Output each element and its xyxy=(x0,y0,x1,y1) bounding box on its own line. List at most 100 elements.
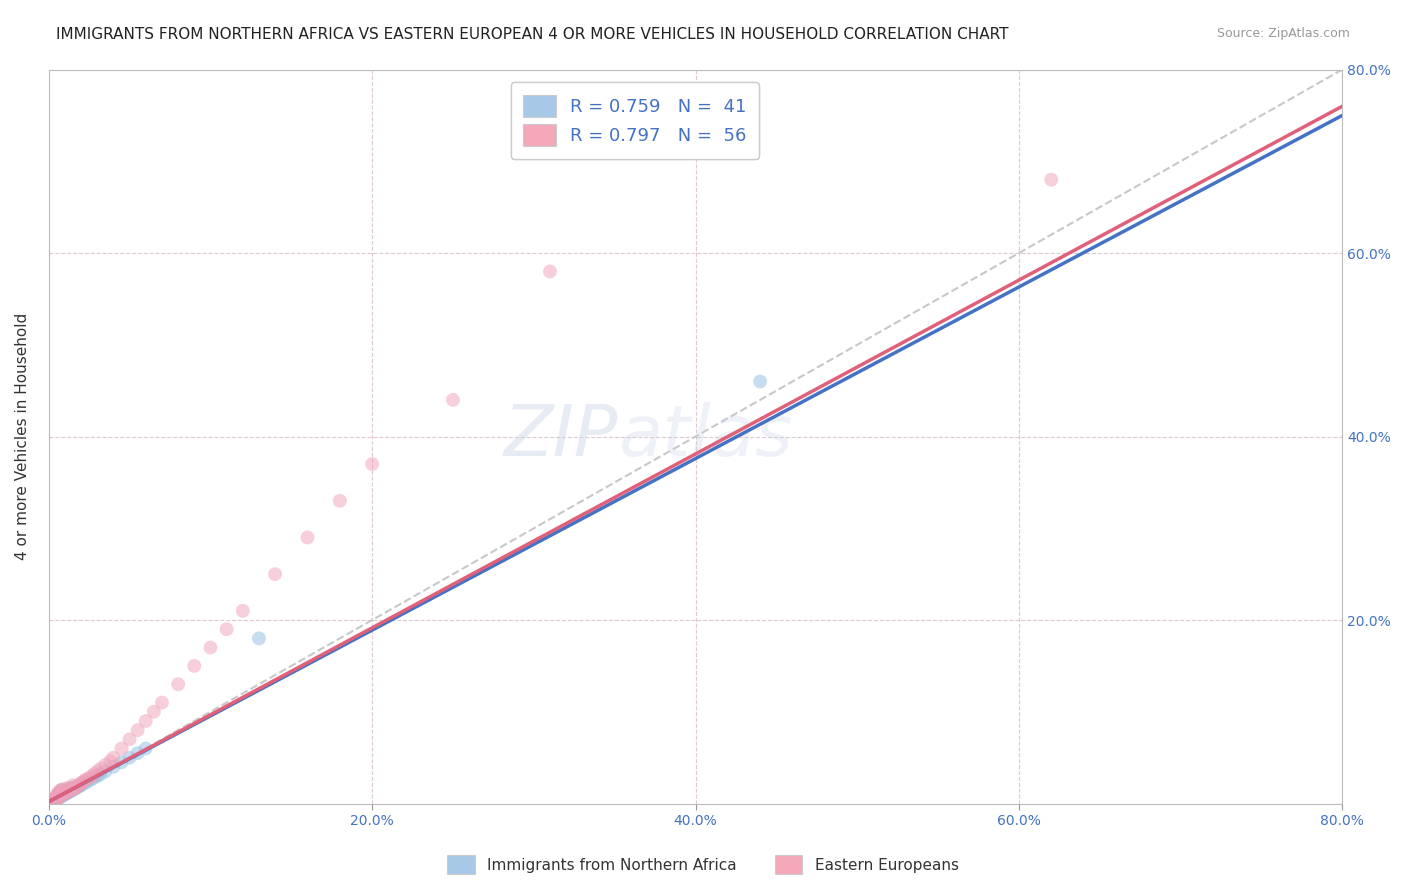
Text: IMMIGRANTS FROM NORTHERN AFRICA VS EASTERN EUROPEAN 4 OR MORE VEHICLES IN HOUSEH: IMMIGRANTS FROM NORTHERN AFRICA VS EASTE… xyxy=(56,27,1008,42)
Point xyxy=(63,780,86,795)
Point xyxy=(69,777,91,791)
Y-axis label: 4 or more Vehicles in Household: 4 or more Vehicles in Household xyxy=(15,313,30,560)
Point xyxy=(63,781,86,796)
Point xyxy=(56,785,79,799)
Point xyxy=(127,723,149,738)
Point xyxy=(75,772,97,787)
Point xyxy=(62,782,84,797)
Point xyxy=(62,780,84,794)
Point xyxy=(49,783,72,797)
Point xyxy=(51,782,73,797)
Point xyxy=(215,622,238,636)
Point xyxy=(80,772,103,787)
Point xyxy=(62,778,84,792)
Point xyxy=(89,762,111,776)
Point xyxy=(749,375,772,389)
Point xyxy=(86,764,108,779)
Point xyxy=(167,677,190,691)
Point xyxy=(118,732,141,747)
Text: atlas: atlas xyxy=(617,402,793,471)
Point xyxy=(45,789,67,804)
Point xyxy=(42,793,65,807)
Point xyxy=(66,779,89,793)
Text: Source: ZipAtlas.com: Source: ZipAtlas.com xyxy=(1216,27,1350,40)
Point xyxy=(98,754,121,768)
Point xyxy=(441,392,464,407)
Point xyxy=(59,783,82,797)
Point xyxy=(65,780,87,794)
Point xyxy=(45,792,67,806)
Point xyxy=(82,769,104,783)
Point xyxy=(83,767,105,781)
Point xyxy=(56,784,79,798)
Point xyxy=(69,779,91,793)
Point xyxy=(59,781,82,796)
Point xyxy=(73,773,96,788)
Point xyxy=(49,785,72,799)
Point xyxy=(52,789,75,803)
Point xyxy=(110,756,132,770)
Point xyxy=(142,705,165,719)
Point xyxy=(264,567,287,582)
Point xyxy=(183,659,205,673)
Point xyxy=(127,746,149,760)
Point xyxy=(41,795,63,809)
Point xyxy=(60,782,83,797)
Point xyxy=(118,750,141,764)
Point xyxy=(72,775,94,789)
Point xyxy=(538,264,561,278)
Point xyxy=(48,785,70,799)
Point xyxy=(86,769,108,783)
Point xyxy=(44,794,66,808)
Legend: R = 0.759   N =  41, R = 0.797   N =  56: R = 0.759 N = 41, R = 0.797 N = 56 xyxy=(510,82,759,159)
Point xyxy=(73,776,96,790)
Point xyxy=(60,783,83,797)
Point xyxy=(45,788,67,802)
Point xyxy=(55,785,77,799)
Point xyxy=(361,457,384,471)
Point xyxy=(247,632,270,646)
Point xyxy=(49,789,72,804)
Point xyxy=(297,531,319,545)
Point xyxy=(77,771,100,785)
Point xyxy=(135,741,157,756)
Point xyxy=(53,786,76,800)
Point xyxy=(76,774,98,789)
Point xyxy=(44,792,66,806)
Point xyxy=(45,790,67,805)
Point xyxy=(49,790,72,805)
Point xyxy=(200,640,222,655)
Point xyxy=(135,714,157,728)
Point xyxy=(48,791,70,805)
Point xyxy=(65,780,87,795)
Point xyxy=(42,793,65,807)
Point xyxy=(51,782,73,797)
Point xyxy=(39,795,62,809)
Point xyxy=(329,493,352,508)
Point xyxy=(62,781,84,796)
Text: ZIP: ZIP xyxy=(503,402,617,471)
Point xyxy=(48,788,70,802)
Point xyxy=(232,604,254,618)
Point xyxy=(59,784,82,798)
Point xyxy=(55,786,77,800)
Point xyxy=(110,741,132,756)
Point xyxy=(94,764,117,779)
Point xyxy=(41,794,63,808)
Point xyxy=(66,780,89,794)
Point xyxy=(53,788,76,802)
Point xyxy=(70,778,93,792)
Point xyxy=(51,789,73,804)
Point xyxy=(52,788,75,802)
Point xyxy=(83,771,105,785)
Point xyxy=(1040,172,1063,186)
Point xyxy=(70,776,93,790)
Point xyxy=(53,784,76,798)
Point xyxy=(56,780,79,795)
Point xyxy=(48,791,70,805)
Legend: Immigrants from Northern Africa, Eastern Europeans: Immigrants from Northern Africa, Eastern… xyxy=(441,849,965,880)
Point xyxy=(150,696,173,710)
Point xyxy=(103,760,125,774)
Point xyxy=(56,782,79,797)
Point xyxy=(53,781,76,796)
